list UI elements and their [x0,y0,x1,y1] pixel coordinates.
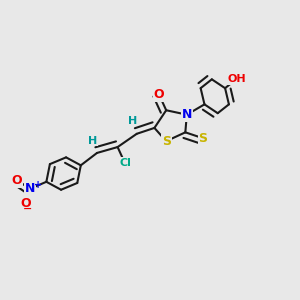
Text: OH: OH [227,74,246,84]
Text: O: O [20,197,31,210]
Text: Cl: Cl [119,158,131,168]
Text: O: O [154,88,164,100]
Text: +: + [34,180,42,190]
Text: H: H [88,136,97,146]
Text: N: N [25,182,35,195]
Text: S: S [199,132,208,145]
Text: O: O [12,173,22,187]
Text: S: S [162,135,171,148]
Text: H: H [128,116,137,126]
Text: −: − [22,204,32,214]
Text: N: N [182,108,192,121]
